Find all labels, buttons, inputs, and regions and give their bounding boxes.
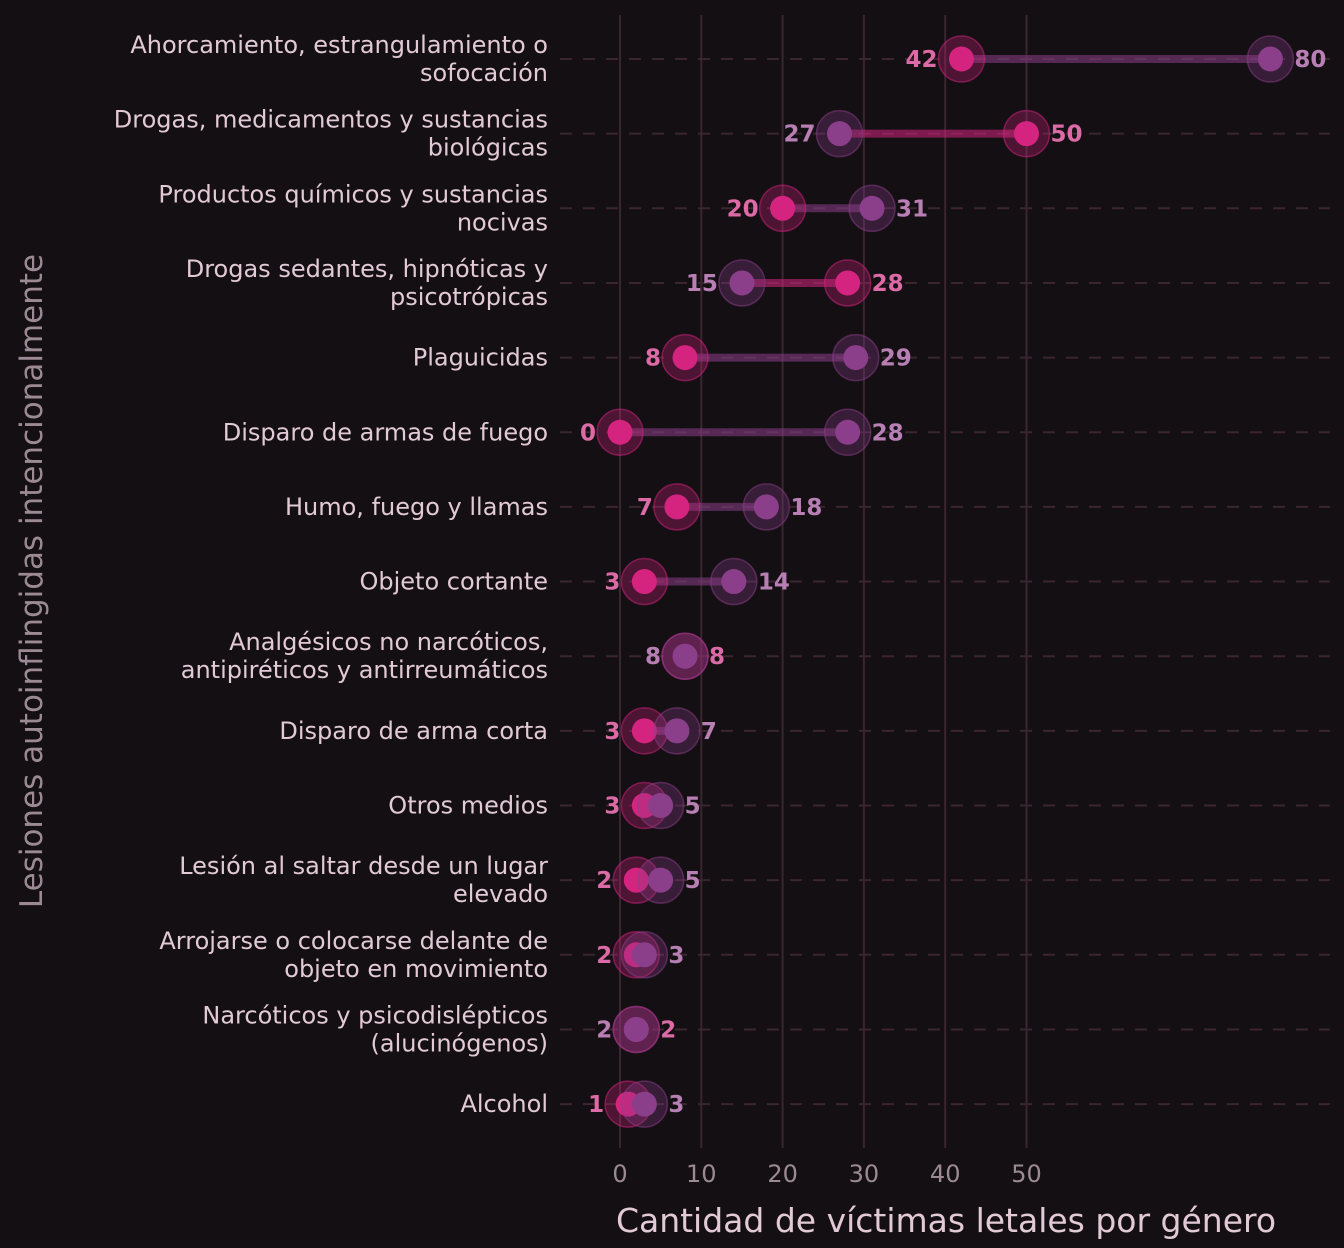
dot-rosa <box>631 569 657 595</box>
dot-rosa <box>607 419 633 445</box>
x-tick-labels: 0 10 20 30 40 50 <box>612 1160 1041 1188</box>
value-label: 28 <box>872 271 904 297</box>
category-label: Plaguicidas <box>413 344 548 372</box>
value-label: 5 <box>685 794 701 820</box>
dot-rosa <box>1014 121 1039 147</box>
dot-rosa <box>623 867 649 893</box>
dot-rosa <box>948 46 974 72</box>
value-label: 2 <box>660 1017 676 1043</box>
value-label: 2 <box>596 1017 612 1043</box>
value-label: 3 <box>668 943 684 969</box>
value-label: 8 <box>645 346 661 372</box>
category-label: Lesión al saltar desde un lugar elevado <box>179 852 548 908</box>
value-label: 31 <box>896 196 928 222</box>
value-label: 7 <box>701 719 717 745</box>
value-label: 1 <box>588 1092 604 1118</box>
x-axis-title: Cantidad de víctimas letales por género <box>616 1201 1276 1240</box>
category-label: Arrojarse o colocarse delante de objeto e… <box>159 927 548 983</box>
value-label: 3 <box>604 570 620 596</box>
category-label: Objeto cortante <box>359 568 548 596</box>
dot-violeta <box>835 419 861 445</box>
value-label: 3 <box>604 719 620 745</box>
value-label: 8 <box>709 644 725 670</box>
y-axis-title: Lesiones autoinflingidas intencionalment… <box>14 254 50 908</box>
dot-rosa <box>672 345 698 371</box>
x-tick-label: 0 <box>612 1160 627 1188</box>
x-tick-label: 40 <box>930 1160 961 1188</box>
x-tick-label: 20 <box>767 1160 798 1188</box>
category-label: Otros medios <box>388 792 548 820</box>
dot-rosa <box>835 270 861 296</box>
category-label: Humo, fuego y llamas <box>285 493 548 521</box>
category-label: Drogas sedantes, hipnóticas y psicotrópic… <box>186 255 548 311</box>
value-label: 29 <box>880 346 912 372</box>
value-label: 20 <box>727 196 759 222</box>
x-tick-label: 30 <box>849 1160 880 1188</box>
x-tick-label: 10 <box>686 1160 717 1188</box>
category-label: Disparo de arma corta <box>279 717 548 745</box>
dot-violeta <box>631 942 657 968</box>
dot-violeta <box>648 793 674 818</box>
value-label: 28 <box>872 420 904 446</box>
category-label: Ahorcamiento, estrangulamiento o sofocaci… <box>130 31 548 87</box>
dot-violeta <box>859 195 885 221</box>
value-label: 0 <box>580 420 596 446</box>
dot-violeta <box>631 1091 657 1117</box>
dot-rosa <box>631 718 657 744</box>
x-tick-label: 50 <box>1011 1160 1042 1188</box>
category-label: Productos químicos y sustancias nocivas <box>158 180 548 236</box>
category-label: Disparo de armas de fuego <box>223 418 548 446</box>
value-label: 42 <box>905 47 937 73</box>
dot-violeta <box>1257 46 1283 72</box>
category-label: Analgésicos no narcóticos, antipiréticos … <box>181 628 548 684</box>
dot-violeta <box>753 494 779 520</box>
category-label: Narcóticos y psicodislépticos (alucinógen… <box>202 1001 548 1057</box>
dot-violeta <box>721 569 747 595</box>
dot-violeta <box>672 643 698 669</box>
dot-violeta <box>843 345 869 371</box>
value-label: 50 <box>1051 122 1083 148</box>
dot-violeta <box>729 270 755 296</box>
value-label: 3 <box>668 1092 684 1118</box>
category-label: Alcohol <box>460 1090 548 1118</box>
value-label: 2 <box>596 868 612 894</box>
value-label: 18 <box>790 495 822 521</box>
dot-rosa <box>770 195 796 221</box>
dumbbell-dots <box>596 35 1295 1128</box>
value-label: 8 <box>645 644 661 670</box>
value-label: 27 <box>783 122 815 148</box>
value-label: 7 <box>637 495 653 521</box>
value-label: 14 <box>758 570 790 596</box>
dot-violeta <box>648 867 674 893</box>
dot-violeta <box>623 1016 649 1042</box>
value-label: 5 <box>685 868 701 894</box>
dot-rosa <box>664 494 690 520</box>
value-label: 3 <box>604 794 620 820</box>
dumbbell-segments <box>620 55 1271 1109</box>
category-label: Drogas, medicamentos y sustancias biológi… <box>114 106 548 162</box>
value-label: 2 <box>596 943 612 969</box>
category-labels: Ahorcamiento, estrangulamiento o sofocaci… <box>114 31 548 1118</box>
value-label: 15 <box>686 271 718 297</box>
dot-violeta <box>827 121 853 147</box>
value-label: 80 <box>1294 47 1326 73</box>
dot-violeta <box>664 718 690 744</box>
